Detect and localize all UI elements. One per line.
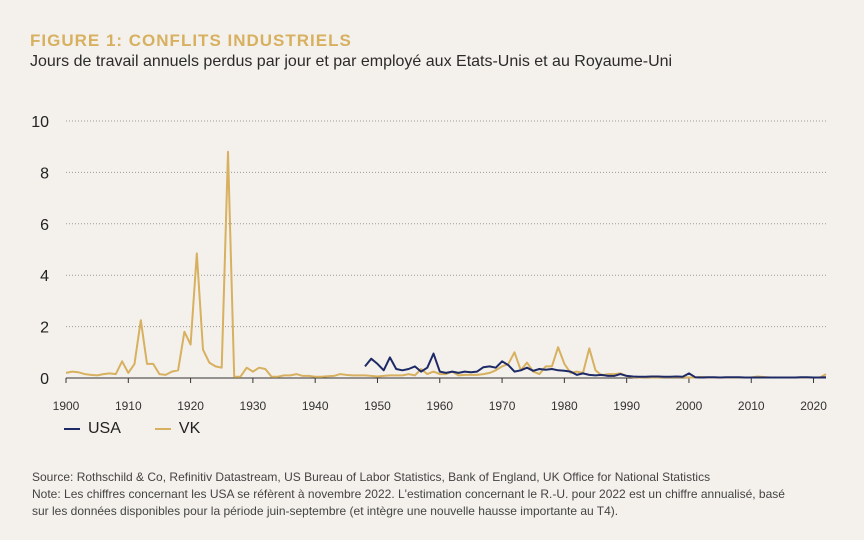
x-tick-label-2020: 2020	[800, 399, 827, 413]
x-tick-label-1990: 1990	[613, 399, 640, 413]
x-tick-label-1910: 1910	[115, 399, 142, 413]
legend-item-usa: USA	[64, 420, 121, 438]
y-tick-label-0: 0	[40, 371, 49, 388]
chart-title: FIGURE 1: CONFLITS INDUSTRIELS	[30, 31, 352, 50]
source-note: Source: Rothschild & Co, Refinitiv Datas…	[32, 470, 711, 484]
series-line-vk	[65, 150, 827, 379]
x-tick-label-2000: 2000	[676, 399, 703, 413]
note-line-1: Note: Les chiffres concernant les USA se…	[32, 487, 785, 501]
x-tick-label-1970: 1970	[489, 399, 516, 413]
y-tick-label-2: 2	[40, 320, 49, 337]
x-tick-label-1900: 1900	[53, 399, 80, 413]
y-tick-label-4: 4	[40, 268, 49, 285]
legend-swatch-uk	[154, 428, 171, 430]
legend-label-usa: USA	[88, 420, 121, 437]
legend-item-uk: VK	[154, 420, 201, 438]
x-tick-label-1930: 1930	[240, 399, 267, 413]
legend-label-uk: VK	[178, 420, 201, 437]
legend-swatch-usa	[64, 428, 80, 430]
series-line-usa	[364, 352, 827, 379]
note-line-2: sur les données disponibles pour la péri…	[32, 504, 619, 518]
y-tick-label-6: 6	[40, 217, 49, 234]
x-tick-label-2010: 2010	[738, 399, 765, 413]
x-tick-label-1950: 1950	[364, 399, 391, 413]
x-tick-label-1980: 1980	[551, 399, 578, 413]
x-tick-label-1920: 1920	[177, 399, 204, 413]
x-tick-label-1960: 1960	[426, 399, 453, 413]
chart-subtitle: Jours de travail annuels perdus par jour…	[30, 53, 673, 70]
y-tick-label-10: 10	[31, 114, 49, 131]
legend: USA VK	[64, 420, 200, 438]
footer: Source: Rothschild & Co, Refinitiv Datas…	[32, 469, 832, 520]
x-tick-label-1940: 1940	[302, 399, 329, 413]
y-tick-label-8: 8	[40, 165, 49, 182]
